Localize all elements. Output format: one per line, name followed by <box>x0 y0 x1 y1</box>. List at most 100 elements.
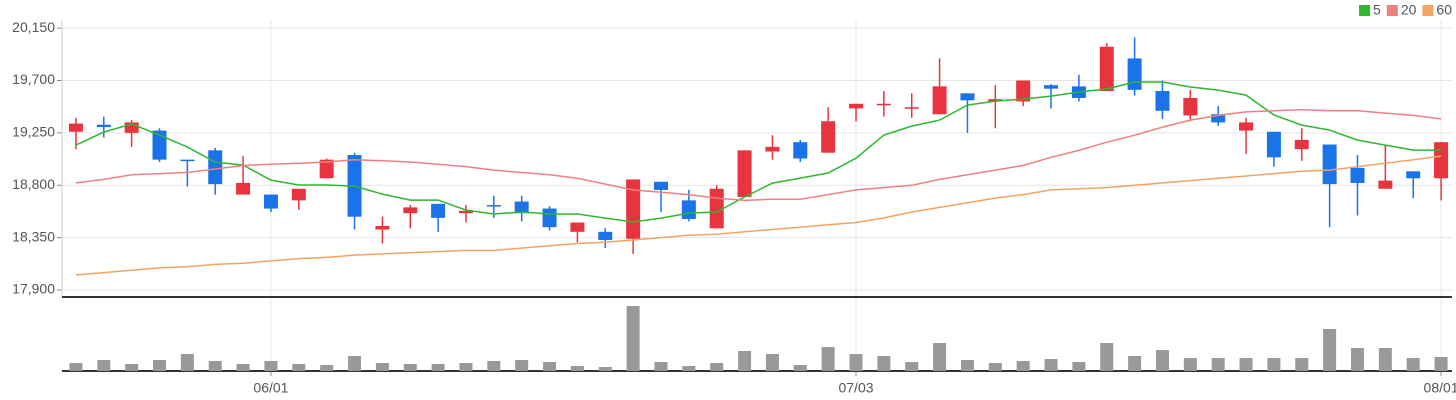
candle-body <box>236 182 251 195</box>
candle-body <box>681 200 696 220</box>
candle-body <box>208 150 223 185</box>
candle-body <box>514 201 529 214</box>
candle-body <box>737 150 752 197</box>
candle-body <box>1211 114 1226 123</box>
volume-bar <box>1100 343 1114 371</box>
volume-bar <box>153 360 167 371</box>
volume-bar <box>1378 348 1392 371</box>
legend-label: 20 <box>1401 2 1417 18</box>
volume-bar <box>431 364 445 371</box>
volume-bar <box>1267 358 1281 371</box>
candle-body <box>1322 144 1337 185</box>
volume-bar <box>1072 362 1086 371</box>
candle-body <box>486 205 501 207</box>
candle-body <box>1266 131 1281 158</box>
candle-body <box>542 208 557 228</box>
volume-bar <box>264 361 278 371</box>
candle-body <box>68 123 83 132</box>
legend-label: 5 <box>1373 2 1381 18</box>
volume-bar <box>236 364 250 371</box>
volume-bar <box>821 347 835 371</box>
candle-body <box>431 203 446 218</box>
candle-body <box>988 99 1003 102</box>
candle-body <box>1016 80 1031 102</box>
volume-bar <box>292 364 306 371</box>
candle-body <box>458 210 473 214</box>
volume-bar <box>905 362 919 371</box>
candle-body <box>932 86 947 115</box>
candle-body <box>821 121 836 153</box>
volume-bar <box>988 363 1002 371</box>
candle-body <box>904 107 919 109</box>
candle-body <box>124 122 139 133</box>
candle-body <box>1127 58 1142 90</box>
candle-body <box>403 207 418 214</box>
volume-bar <box>738 351 752 371</box>
moving-average-line <box>75 108 1442 202</box>
y-tick-label: 19,250 <box>12 124 55 140</box>
volume-bar <box>1350 348 1364 371</box>
candle-body <box>1294 139 1309 150</box>
volume-bar <box>598 367 612 371</box>
volume-bar <box>487 361 501 371</box>
candle-body <box>263 194 278 209</box>
volume-bar <box>375 363 389 371</box>
candle-body <box>1183 97 1198 116</box>
volume-bar <box>515 360 529 371</box>
volume-bar <box>765 354 779 371</box>
candle-body <box>375 226 390 230</box>
candle-body <box>1044 85 1059 89</box>
volume-bar <box>348 356 362 371</box>
volume-bar <box>626 306 640 371</box>
candle-body <box>1378 180 1393 189</box>
y-tick-label: 19,700 <box>12 71 55 87</box>
candle-body <box>626 179 641 239</box>
candle-body <box>152 130 167 160</box>
candle-body <box>1239 122 1254 131</box>
volume-bar <box>125 364 139 371</box>
legend-swatch <box>1359 5 1371 16</box>
volume-bar <box>403 364 417 371</box>
volume-bar <box>208 361 222 371</box>
candle-body <box>291 188 306 201</box>
volume-bar <box>1155 350 1169 371</box>
candle-body <box>849 103 864 109</box>
candle-body <box>960 93 975 101</box>
volume-bar <box>320 365 334 371</box>
candle-body <box>598 231 613 240</box>
candle-body <box>793 142 808 159</box>
volume-bar <box>1295 358 1309 371</box>
candle-body <box>1350 167 1365 183</box>
volume-bar <box>459 363 473 371</box>
volume-bar <box>1183 358 1197 371</box>
volume-bar <box>69 363 83 371</box>
candle-body <box>765 146 780 152</box>
candle-body <box>1099 46 1114 91</box>
volume-bar <box>960 360 974 371</box>
candle-body <box>1406 171 1421 179</box>
legend-swatch <box>1386 5 1398 16</box>
volume-bar <box>1016 361 1030 371</box>
candle-body <box>570 222 585 232</box>
y-tick-label: 18,350 <box>12 228 55 244</box>
volume-bar <box>1239 358 1253 371</box>
legend-label: 60 <box>1436 2 1452 18</box>
volume-bar <box>1128 356 1142 371</box>
y-tick-label: 20,150 <box>12 19 55 35</box>
x-tick-label: 08/01 <box>1424 380 1456 396</box>
volume-bar <box>1044 359 1058 371</box>
volume-bar <box>1406 358 1420 371</box>
volume-bar <box>97 360 111 371</box>
y-tick-label: 18,800 <box>12 176 55 192</box>
candle-body <box>96 124 111 128</box>
volume-bar <box>654 362 668 371</box>
y-tick-label: 17,900 <box>12 281 55 297</box>
candle-body <box>1155 90 1170 111</box>
legend-swatch <box>1422 5 1434 16</box>
volume-bar <box>933 343 947 371</box>
volume-bar <box>180 354 194 371</box>
moving-average-line <box>75 81 1442 223</box>
candle-body <box>1434 142 1449 179</box>
volume-bar <box>682 366 696 371</box>
